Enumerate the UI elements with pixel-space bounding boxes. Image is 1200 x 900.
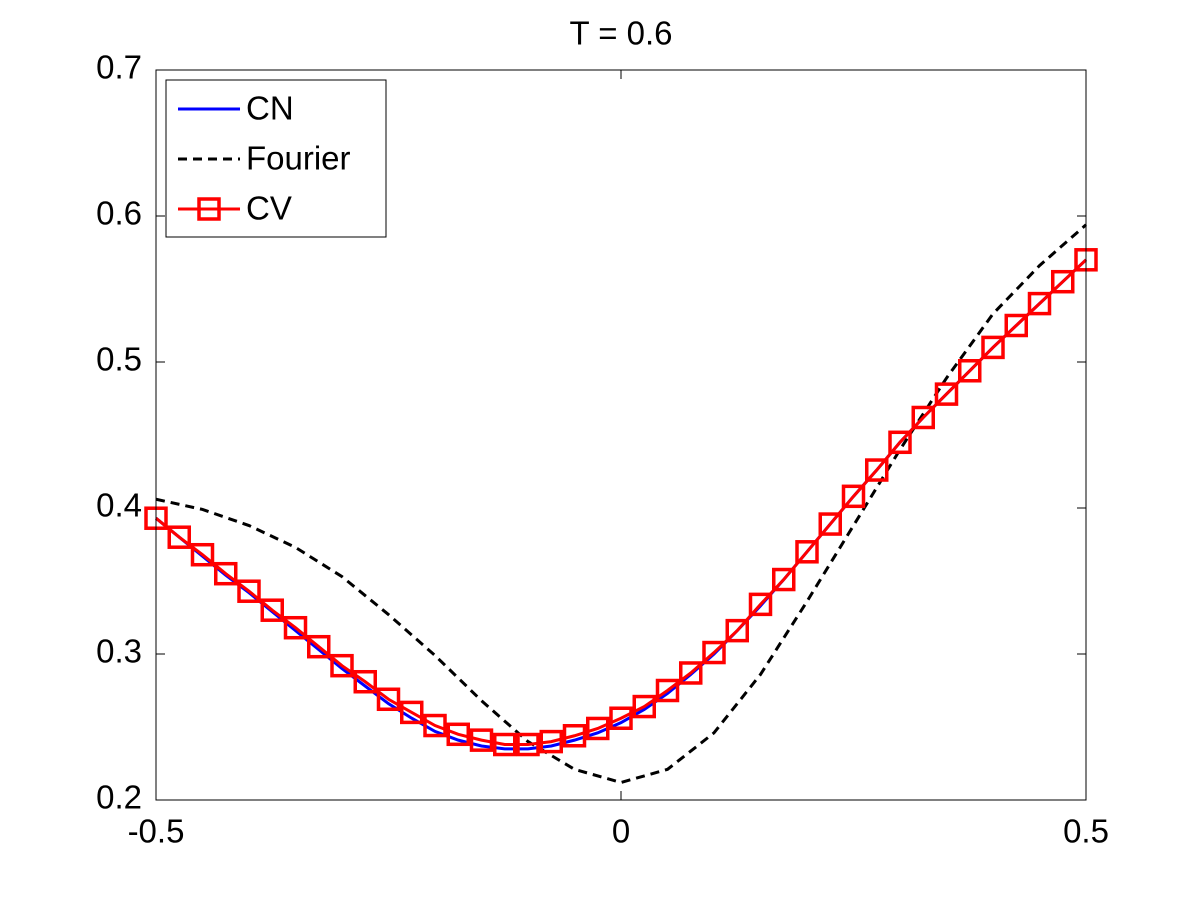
axes-box <box>155 69 1087 801</box>
marker <box>748 592 773 617</box>
marker <box>214 561 238 586</box>
series-line <box>155 223 1087 785</box>
marker <box>190 542 215 567</box>
y-tick-label: 0.2 <box>96 779 142 816</box>
marker <box>376 687 401 712</box>
series-line <box>155 258 1088 747</box>
marker <box>167 525 191 549</box>
marker <box>260 598 284 622</box>
marker <box>1051 269 1075 294</box>
legend-box <box>165 79 387 238</box>
marker <box>423 713 447 738</box>
marker <box>702 640 726 665</box>
x-tick-label: -0.5 <box>128 813 185 850</box>
marker <box>981 335 1005 360</box>
marker <box>353 669 377 694</box>
marker <box>1027 291 1052 316</box>
marker <box>865 458 889 482</box>
marker <box>934 382 959 406</box>
marker <box>539 729 563 754</box>
legend-label: CV <box>246 190 292 227</box>
marker <box>330 653 354 678</box>
marker <box>493 732 517 757</box>
marker <box>197 197 221 221</box>
marker <box>562 724 587 748</box>
marker <box>911 405 935 430</box>
y-tick-label: 0.4 <box>96 487 142 524</box>
marker <box>237 579 261 603</box>
marker <box>655 678 680 703</box>
marker <box>679 661 703 685</box>
legend-label: Fourier <box>246 140 351 177</box>
chart-title: T = 0.6 <box>569 15 672 52</box>
marker <box>307 634 331 659</box>
y-tick-label: 0.5 <box>96 341 142 378</box>
marker <box>888 430 912 455</box>
marker <box>725 618 749 643</box>
marker <box>795 540 819 564</box>
marker <box>818 512 842 536</box>
y-tick-label: 0.6 <box>96 195 142 232</box>
marker <box>632 694 656 719</box>
marker <box>469 728 494 752</box>
marker <box>1004 313 1028 338</box>
marker <box>772 567 796 592</box>
x-tick-label: 0.5 <box>1063 813 1109 850</box>
marker <box>609 706 633 730</box>
marker <box>516 732 540 757</box>
marker <box>400 700 424 725</box>
x-tick-label: 0 <box>612 813 630 850</box>
y-tick-label: 0.3 <box>96 633 142 670</box>
legend-label: CN <box>246 90 294 127</box>
y-tick-label: 0.7 <box>96 49 142 86</box>
marker <box>283 615 308 640</box>
marker <box>586 716 610 741</box>
marker <box>841 484 866 509</box>
marker <box>446 722 470 747</box>
marker <box>958 359 982 383</box>
